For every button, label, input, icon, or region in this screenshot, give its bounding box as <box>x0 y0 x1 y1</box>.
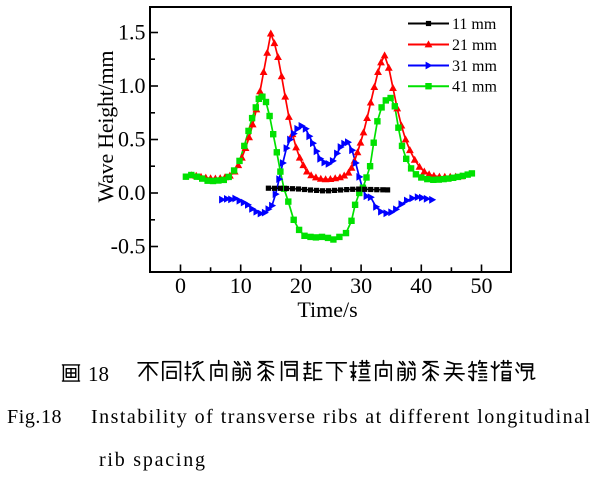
svg-text:31 mm: 31 mm <box>452 58 497 75</box>
svg-text:Instability of transverse ribs: Instability of transverse ribs at differ… <box>91 406 590 428</box>
svg-text:50: 50 <box>471 273 493 298</box>
svg-text:10: 10 <box>230 273 252 298</box>
svg-text:rib spacing: rib spacing <box>99 449 205 471</box>
svg-text:20: 20 <box>290 273 312 298</box>
svg-text:Fig.18: Fig.18 <box>7 406 62 428</box>
svg-text:0.0: 0.0 <box>118 180 146 205</box>
svg-text:30: 30 <box>350 273 372 298</box>
svg-text:11 mm: 11 mm <box>452 16 497 33</box>
svg-text:0.5: 0.5 <box>118 127 146 152</box>
svg-text:41 mm: 41 mm <box>452 79 497 96</box>
svg-text:21 mm: 21 mm <box>452 37 497 54</box>
svg-text:40: 40 <box>410 273 432 298</box>
svg-text:-0.5: -0.5 <box>111 234 146 259</box>
svg-text:1.0: 1.0 <box>118 73 146 98</box>
svg-text:1.5: 1.5 <box>118 20 146 45</box>
svg-text:Wave Height/mm: Wave Height/mm <box>93 51 118 203</box>
svg-text:0: 0 <box>175 273 186 298</box>
svg-text:Time/s: Time/s <box>297 297 357 322</box>
svg-text:18: 18 <box>88 362 109 386</box>
